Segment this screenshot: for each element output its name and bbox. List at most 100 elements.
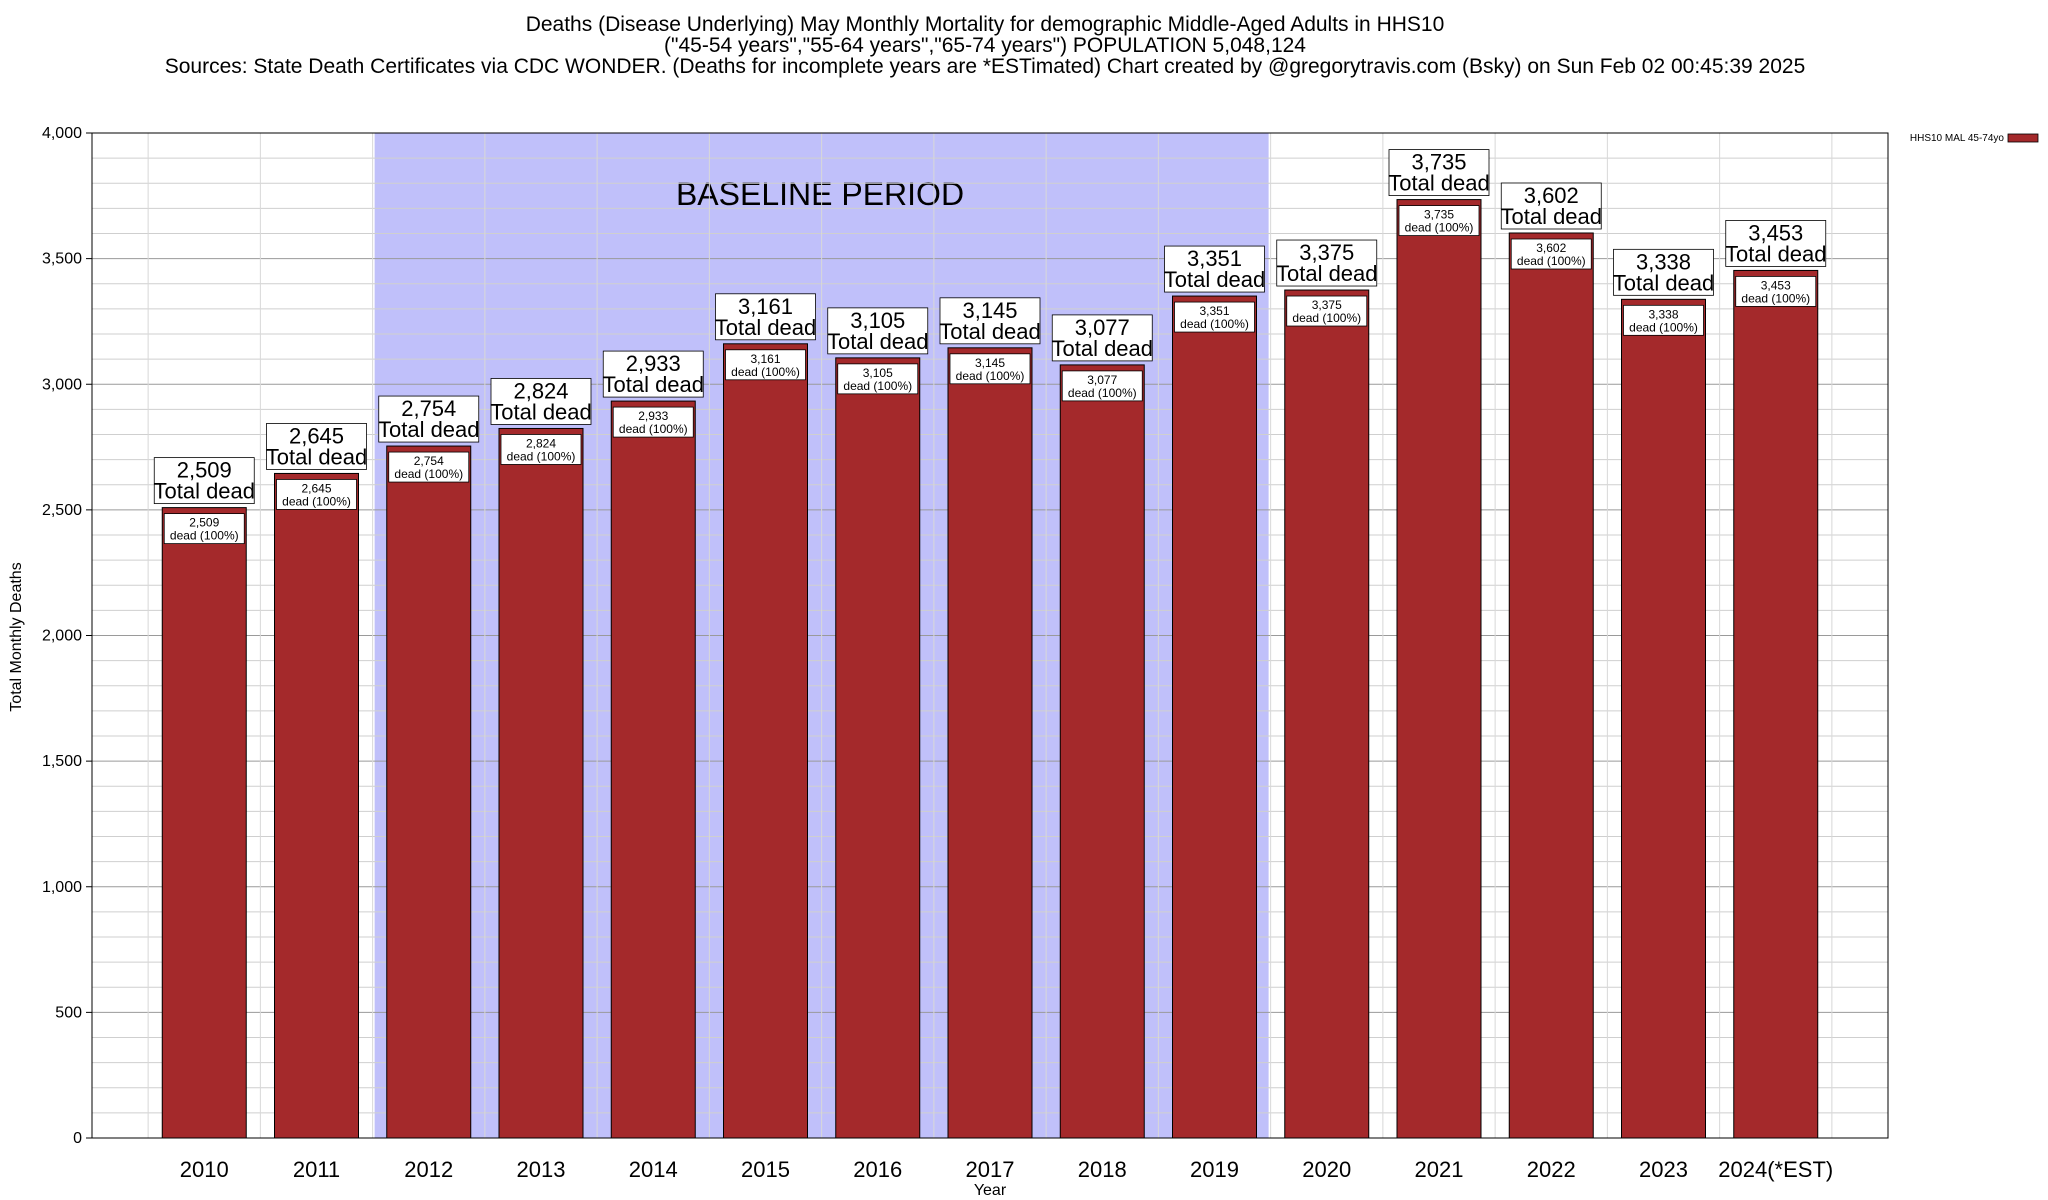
bar-value-label-box bbox=[715, 293, 816, 341]
bar-value-label: 3,145 bbox=[962, 298, 1017, 323]
baseline-period-label: BASELINE PERIOD bbox=[676, 176, 964, 212]
bar-value-label: 3,602 bbox=[1524, 183, 1579, 208]
y-tick-label: 500 bbox=[55, 1004, 82, 1021]
y-axis-label: Total Monthly Deaths bbox=[8, 562, 25, 711]
bar bbox=[386, 445, 472, 1139]
bar-value-label: 3,375 bbox=[1299, 240, 1354, 265]
bar-inner-caption: dead (100%) bbox=[1741, 291, 1810, 305]
x-tick-label: 2023 bbox=[1639, 1157, 1688, 1182]
y-tick-label: 2,000 bbox=[42, 628, 82, 645]
bar-value-label: 2,645 bbox=[289, 423, 344, 448]
bar-value-label: 3,161 bbox=[738, 294, 793, 319]
bar-value-label-box bbox=[1500, 182, 1602, 230]
bar-value-caption: Total dead bbox=[827, 329, 929, 354]
y-tick-label: 1,000 bbox=[42, 879, 82, 896]
x-tick-label: 2014 bbox=[629, 1157, 678, 1182]
legend-swatch bbox=[2007, 133, 2039, 143]
bar-inner-label-box bbox=[612, 406, 694, 438]
bar-inner-label-box bbox=[1623, 304, 1704, 336]
bar-value-caption: Total dead bbox=[1164, 267, 1266, 292]
x-axis-label: Year bbox=[974, 1182, 1007, 1199]
x-tick-label: 2020 bbox=[1302, 1157, 1351, 1182]
y-axis-ticks: 0 500 1,000 1,500 2,000 2,500 3,000 3,500 4,000 bbox=[42, 125, 92, 1147]
x-tick-label: 2012 bbox=[404, 1157, 453, 1182]
bar-inner-caption: dead (100%) bbox=[731, 365, 800, 379]
bar-inner-value: 3,338 bbox=[1648, 307, 1678, 321]
bar bbox=[835, 357, 921, 1139]
bar-inner-value: 3,453 bbox=[1761, 278, 1791, 292]
bar bbox=[161, 507, 247, 1139]
bar-value-label: 3,735 bbox=[1411, 150, 1466, 175]
bar-value-label-box bbox=[1388, 149, 1490, 196]
y-tick-label: 0 bbox=[73, 1130, 82, 1147]
bar-value-label-box bbox=[378, 395, 480, 443]
x-tick-label: 2013 bbox=[517, 1157, 566, 1182]
bar-inner-label-box bbox=[1735, 276, 1817, 307]
bar-inner-caption: dead (100%) bbox=[619, 422, 688, 436]
bar-inner-value: 2,824 bbox=[526, 436, 556, 450]
bar-value-label-box bbox=[490, 378, 592, 425]
bar-inner-label-box bbox=[725, 349, 806, 381]
bar-value-label: 3,351 bbox=[1187, 246, 1242, 271]
bar-value-caption: Total dead bbox=[266, 444, 368, 469]
bar-value-caption: Total dead bbox=[1500, 204, 1602, 229]
bar-inner-caption: dead (100%) bbox=[394, 467, 463, 481]
chart-title-line: Sources: State Death Certificates via CD… bbox=[165, 55, 1806, 78]
bar-value-label-box bbox=[153, 457, 255, 505]
bar-inner-label-box bbox=[1061, 370, 1143, 402]
bar-inner-label-box bbox=[1174, 301, 1255, 333]
bar-value-label-box bbox=[827, 307, 929, 355]
bar-value-label-box bbox=[1613, 248, 1714, 296]
bar-inner-label-box bbox=[500, 434, 582, 465]
bar-inner-caption: dead (100%) bbox=[1292, 311, 1361, 325]
x-tick-label: 2010 bbox=[180, 1157, 229, 1182]
bar bbox=[1733, 269, 1819, 1139]
bar bbox=[723, 343, 808, 1139]
y-tick-label: 1,500 bbox=[42, 753, 82, 770]
bar-value-caption: Total dead bbox=[1276, 261, 1378, 286]
legend-label: HHS10 MAL 45-74yo bbox=[1910, 133, 2005, 144]
x-axis-ticks: 2010 2011 2012 2013 2014 2015 2016 2017 2018 2019… bbox=[180, 1157, 1833, 1182]
bar-inner-caption: dead (100%) bbox=[507, 449, 576, 463]
bar-inner-caption: dead (100%) bbox=[282, 494, 351, 508]
y-tick-label: 3,000 bbox=[42, 376, 82, 393]
bar-inner-value: 3,375 bbox=[1312, 298, 1342, 312]
bar bbox=[1508, 232, 1594, 1139]
bar-value-caption: Total dead bbox=[378, 417, 480, 442]
bar-value-caption: Total dead bbox=[1613, 270, 1715, 295]
bar bbox=[1284, 289, 1370, 1139]
bar-inner-value: 3,145 bbox=[975, 356, 1005, 370]
bar bbox=[1396, 199, 1482, 1139]
bar bbox=[1059, 364, 1145, 1139]
bar-value-label-box bbox=[266, 423, 367, 470]
bar-inner-caption: dead (100%) bbox=[843, 379, 912, 393]
bar-inner-caption: dead (100%) bbox=[1180, 317, 1249, 331]
bar-value-caption: Total dead bbox=[490, 399, 592, 424]
y-tick-label: 2,500 bbox=[42, 502, 82, 519]
bar bbox=[274, 472, 359, 1139]
x-tick-label: 2022 bbox=[1527, 1157, 1576, 1182]
bar-inner-label-box bbox=[949, 353, 1031, 385]
bar-inner-caption: dead (100%) bbox=[1405, 221, 1474, 235]
bar-inner-value: 3,735 bbox=[1424, 208, 1454, 222]
bar-inner-label-box bbox=[837, 363, 919, 395]
x-tick-label: 2019 bbox=[1190, 1157, 1239, 1182]
chart-title-line: ("45-54 years","55-64 years","65-74 year… bbox=[664, 34, 1306, 57]
bar-inner-caption: dead (100%) bbox=[1629, 320, 1698, 334]
bar-inner-label-box bbox=[1286, 295, 1368, 327]
bar-value-caption: Total dead bbox=[715, 315, 817, 340]
x-tick-label: 2018 bbox=[1078, 1157, 1127, 1182]
bar-value-label-box bbox=[939, 297, 1041, 345]
bar-value-caption: Total dead bbox=[1725, 241, 1827, 266]
bar-inner-caption: dead (100%) bbox=[956, 369, 1025, 383]
bar-value-caption: Total dead bbox=[1388, 171, 1490, 196]
x-tick-label: 2017 bbox=[966, 1157, 1015, 1182]
bar-value-label: 3,105 bbox=[850, 308, 905, 333]
x-tick-label: 2021 bbox=[1415, 1157, 1464, 1182]
bar bbox=[498, 427, 584, 1139]
bar-inner-label-box bbox=[1398, 205, 1480, 236]
bar-inner-caption: dead (100%) bbox=[1517, 254, 1586, 268]
bar bbox=[947, 347, 1033, 1139]
y-tick-label: 4,000 bbox=[42, 125, 82, 142]
